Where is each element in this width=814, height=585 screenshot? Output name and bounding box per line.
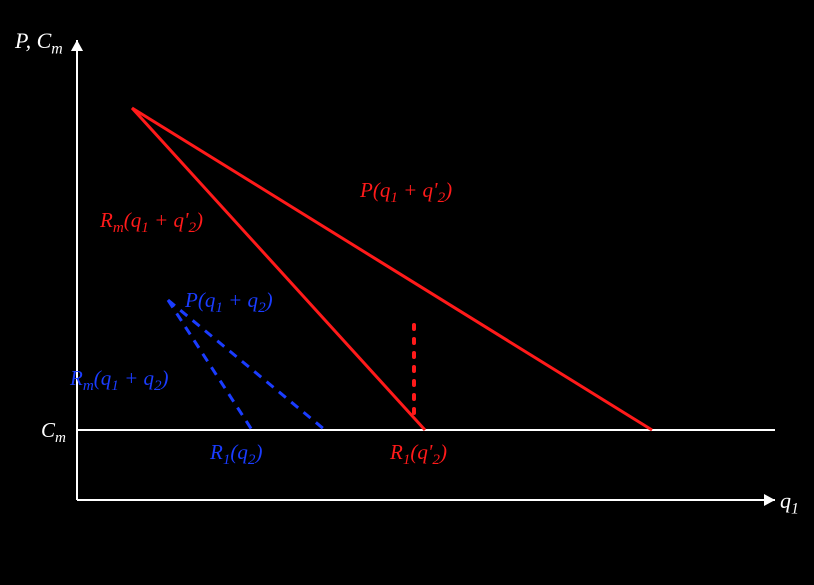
label-blue_P_lbl: P(q1 + q2) <box>185 290 273 311</box>
economics-diagram <box>0 0 814 585</box>
label-x_axis: q1 <box>780 490 799 512</box>
plot-bg <box>0 0 814 585</box>
label-R1_blue: R1(q2) <box>210 442 262 463</box>
label-Cm_tick: Cm <box>41 420 66 441</box>
label-y_axis: P, Cm <box>15 30 63 52</box>
label-red_P_lbl: P(q1 + q'2) <box>360 180 452 201</box>
label-blue_Rm_lbl: Rm(q1 + q2) <box>70 368 169 389</box>
label-R1_red: R1(q'2) <box>390 442 447 463</box>
label-red_Rm_lbl: Rm(q1 + q'2) <box>100 210 203 231</box>
